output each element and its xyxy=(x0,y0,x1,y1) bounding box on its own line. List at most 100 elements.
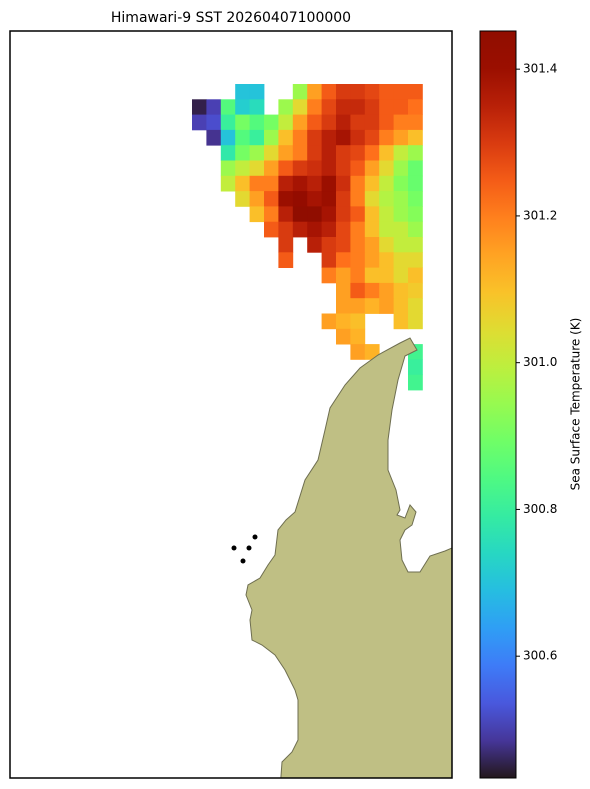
cell xyxy=(235,191,250,207)
cell xyxy=(321,145,337,161)
cell xyxy=(336,114,351,131)
cell xyxy=(364,221,380,238)
cell xyxy=(206,99,222,115)
cell xyxy=(393,252,409,268)
cell xyxy=(307,84,322,100)
cell xyxy=(336,221,351,238)
cell xyxy=(393,298,409,314)
cell xyxy=(292,99,308,115)
cell xyxy=(379,175,394,192)
cell xyxy=(379,206,394,223)
cell xyxy=(321,84,337,100)
cell xyxy=(336,84,351,100)
cell xyxy=(264,160,279,177)
cell xyxy=(336,252,351,268)
cell xyxy=(393,99,409,115)
cell xyxy=(379,160,394,177)
cell xyxy=(379,237,394,253)
cell xyxy=(364,114,380,131)
cell xyxy=(379,267,394,284)
cell xyxy=(307,114,322,131)
cell xyxy=(350,129,366,146)
cell xyxy=(336,328,351,345)
cell xyxy=(292,175,308,192)
cell xyxy=(336,267,351,284)
cell xyxy=(336,282,351,299)
cell xyxy=(393,282,409,299)
cell xyxy=(249,99,265,115)
cell xyxy=(393,145,409,161)
cell xyxy=(192,114,207,131)
cell xyxy=(235,99,250,115)
cell xyxy=(321,175,337,192)
cell xyxy=(307,145,322,161)
cell xyxy=(192,99,207,115)
colorbar-tick-label: 301.2 xyxy=(523,208,557,222)
colorbar-label: Sea Surface Temperature (K) xyxy=(569,318,583,491)
cell xyxy=(264,206,279,223)
cell xyxy=(278,175,294,192)
cell xyxy=(264,175,279,192)
cell xyxy=(379,221,394,238)
cell xyxy=(393,129,409,146)
cell xyxy=(292,191,308,207)
cell xyxy=(235,175,250,192)
cell xyxy=(321,114,337,131)
cell xyxy=(379,114,394,131)
cell xyxy=(321,206,337,223)
chart-title: Himawari-9 SST 20260407100000 xyxy=(111,10,351,26)
cell xyxy=(307,237,322,253)
cell xyxy=(350,160,366,177)
cell xyxy=(264,129,279,146)
cell xyxy=(220,114,236,131)
cell xyxy=(350,282,366,299)
cell xyxy=(393,84,409,100)
cell xyxy=(292,114,308,131)
cell xyxy=(278,191,294,207)
cell xyxy=(364,206,380,223)
cell xyxy=(408,374,423,391)
cell xyxy=(364,344,380,360)
cell xyxy=(321,221,337,238)
cell xyxy=(321,267,337,284)
cell xyxy=(350,206,366,223)
cell xyxy=(292,145,308,161)
cell xyxy=(206,129,222,146)
cell xyxy=(220,175,236,192)
cell xyxy=(393,267,409,284)
cell xyxy=(364,282,380,299)
cell xyxy=(278,206,294,223)
cell xyxy=(364,145,380,161)
cell xyxy=(364,298,380,314)
cell xyxy=(307,206,322,223)
cell xyxy=(408,114,423,131)
cell xyxy=(336,191,351,207)
cell xyxy=(364,99,380,115)
cell xyxy=(364,191,380,207)
cell xyxy=(379,99,394,115)
map-frame xyxy=(9,30,453,779)
cell xyxy=(379,145,394,161)
cell xyxy=(350,175,366,192)
cell xyxy=(321,237,337,253)
cell xyxy=(393,191,409,207)
cell xyxy=(350,237,366,253)
cell xyxy=(336,175,351,192)
cell xyxy=(321,191,337,207)
cell xyxy=(278,252,294,268)
cell xyxy=(278,129,294,146)
cell xyxy=(220,129,236,146)
cell xyxy=(336,237,351,253)
colorbar-tick-label: 300.6 xyxy=(523,649,557,663)
cell xyxy=(364,252,380,268)
cell xyxy=(336,298,351,314)
cell xyxy=(350,267,366,284)
cell xyxy=(350,99,366,115)
cell xyxy=(408,237,423,253)
cell xyxy=(350,145,366,161)
cell xyxy=(336,313,351,330)
cell xyxy=(393,206,409,223)
cell xyxy=(235,129,250,146)
cell xyxy=(393,160,409,177)
cell xyxy=(206,114,222,131)
